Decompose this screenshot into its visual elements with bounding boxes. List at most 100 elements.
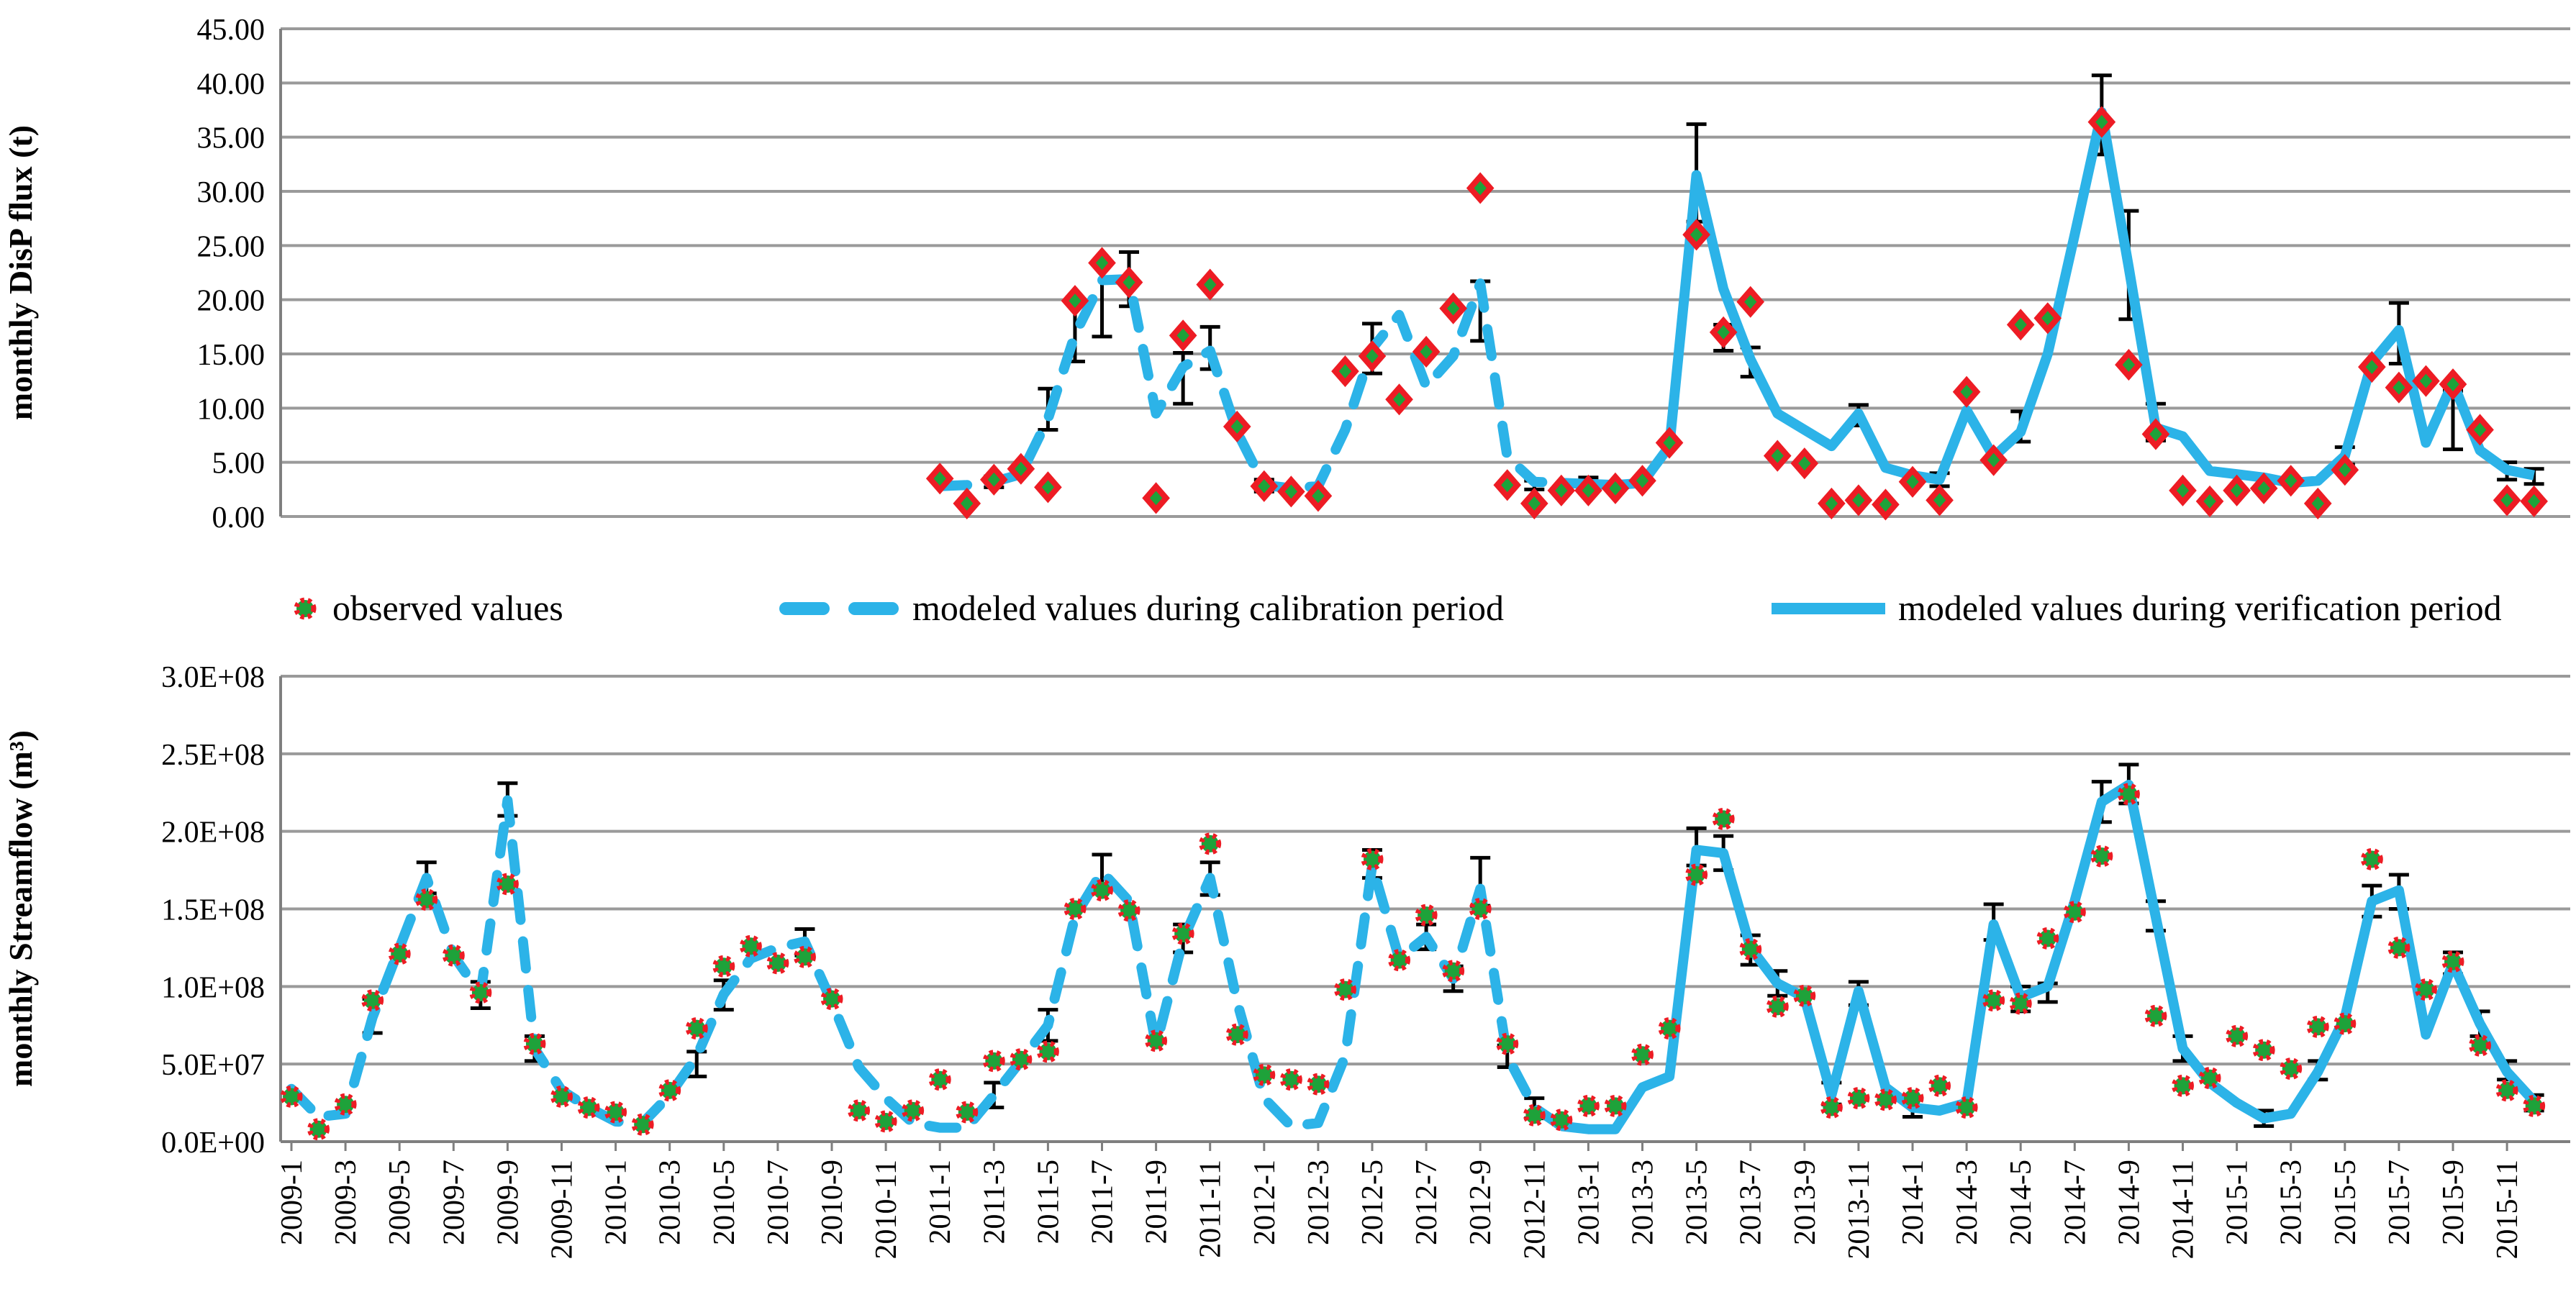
bottom-chart-modeled-lines xyxy=(286,780,2538,1134)
observed-marker xyxy=(1577,1094,1600,1117)
observed-marker xyxy=(1766,995,1789,1018)
x-tick-label: 2015-7 xyxy=(2383,1160,2416,1245)
legend-verification-label: modeled values during verification perio… xyxy=(1898,588,2502,628)
x-tick-label: 2014-3 xyxy=(1951,1160,1984,1245)
observed-marker xyxy=(1199,832,1222,855)
top-chart-y-tick-labels: 45.00 40.00 35.00 30.00 25.00 20.00 15.00 10.00… xyxy=(197,14,266,534)
x-tick-label: 2012-1 xyxy=(1248,1160,1282,1245)
observed-marker xyxy=(2115,348,2143,381)
x-tick-label: 2013-1 xyxy=(1572,1160,1605,1245)
observed-marker xyxy=(1253,1063,1276,1086)
legend-observed-label: observed values xyxy=(332,588,563,628)
observed-marker xyxy=(1358,340,1387,373)
observed-marker xyxy=(956,1101,979,1124)
observed-marker xyxy=(1496,1032,1519,1055)
observed-marker xyxy=(280,1085,303,1108)
x-tick-label: 2015-5 xyxy=(2329,1160,2362,1245)
x-tick-label: 2011-5 xyxy=(1032,1160,1065,1244)
y-tick-label: 5.0E+07 xyxy=(161,1049,265,1082)
y-tick-label: 20.00 xyxy=(197,285,266,318)
observed-marker xyxy=(1385,383,1413,416)
y-tick-label: 5.00 xyxy=(212,447,266,481)
observed-marker xyxy=(2439,368,2467,401)
observed-marker xyxy=(2360,847,2383,870)
x-tick-label: 2009-3 xyxy=(330,1160,363,1245)
observed-marker xyxy=(2087,106,2116,138)
observed-marker xyxy=(2090,845,2113,868)
observed-marker xyxy=(2280,1057,2303,1080)
y-tick-label: 25.00 xyxy=(197,230,266,263)
x-tick-label: 2012-11 xyxy=(1518,1160,1551,1259)
observed-marker xyxy=(2387,936,2411,959)
observed-marker xyxy=(1063,898,1087,920)
observed-marker xyxy=(1493,469,1522,501)
modeled-calibration-line xyxy=(935,274,1566,493)
observed-marker xyxy=(1169,319,1197,352)
x-tick-label: 2013-11 xyxy=(1843,1160,1876,1259)
top-chart-gridlines xyxy=(281,27,2570,518)
observed-marker xyxy=(1331,355,1359,388)
observed-marker xyxy=(1979,444,2008,476)
observed-marker xyxy=(523,1032,546,1055)
observed-marker xyxy=(496,873,519,896)
observed-marker xyxy=(1333,978,1356,1001)
observed-marker xyxy=(658,1079,681,1102)
observed-marker xyxy=(1872,488,1900,521)
y-tick-label: 1.0E+08 xyxy=(161,971,265,1004)
modeled-calibration-line xyxy=(286,795,1566,1133)
observed-marker xyxy=(2117,783,2140,806)
bottom-chart-observed-markers xyxy=(280,783,2546,1141)
observed-marker xyxy=(2172,1074,2194,1097)
modeled-verification-line xyxy=(1561,780,2538,1134)
observed-marker xyxy=(1982,989,2005,1012)
observed-marker xyxy=(2441,950,2464,973)
observed-marker xyxy=(1145,1029,1168,1052)
observed-marker xyxy=(469,981,492,1004)
observed-marker xyxy=(979,463,1008,496)
observed-marker xyxy=(1818,487,1846,519)
observed-marker xyxy=(2334,1012,2357,1035)
observed-marker xyxy=(2198,1067,2221,1090)
observed-marker xyxy=(1550,1109,1573,1132)
observed-marker xyxy=(388,942,411,965)
observed-marker xyxy=(1469,898,1492,920)
observed-marker xyxy=(1117,899,1140,922)
observed-marker xyxy=(1388,949,1411,972)
observed-marker xyxy=(2009,992,2032,1015)
observed-marker xyxy=(1820,1096,1843,1119)
observed-marker xyxy=(307,1118,330,1141)
observed-marker xyxy=(550,1085,573,1108)
observed-marker xyxy=(2358,351,2386,383)
legend-calibration-label: modeled values during calibration period xyxy=(912,588,1504,628)
observed-marker xyxy=(2331,454,2359,486)
x-tick-label: 2013-5 xyxy=(1681,1160,1714,1245)
observed-marker xyxy=(1415,904,1438,927)
observed-marker xyxy=(1225,1023,1248,1046)
bottom-chart-gridlines xyxy=(281,675,2570,1143)
observed-marker xyxy=(1439,292,1467,324)
observed-marker xyxy=(1604,1094,1627,1117)
observed-marker xyxy=(1685,863,1708,886)
observed-marker xyxy=(1277,476,1305,508)
observed-marker xyxy=(1736,286,1765,318)
observed-marker xyxy=(1520,487,1548,519)
observed-marker xyxy=(1196,268,1225,301)
observed-marker xyxy=(2252,1039,2275,1062)
y-tick-label: 40.00 xyxy=(197,68,266,101)
observed-marker xyxy=(1628,465,1656,497)
observed-marker xyxy=(1712,807,1735,830)
bottom-chart-y-axis-title: monthly Streamflow (m³) xyxy=(2,730,39,1087)
observed-marker xyxy=(2195,485,2224,517)
observed-marker xyxy=(2493,484,2521,517)
observed-marker xyxy=(1036,1040,1059,1063)
x-tick-label: 2012-5 xyxy=(1356,1160,1389,1245)
observed-marker xyxy=(2169,474,2197,506)
observed-marker xyxy=(1307,1073,1330,1096)
observed-marker xyxy=(1955,1096,1978,1119)
observed-marker xyxy=(712,955,735,978)
observed-marker xyxy=(1601,472,1630,504)
x-tick-label: 2015-1 xyxy=(2221,1160,2254,1245)
observed-marker xyxy=(1523,1104,1546,1127)
x-tick-label: 2013-7 xyxy=(1735,1160,1768,1245)
